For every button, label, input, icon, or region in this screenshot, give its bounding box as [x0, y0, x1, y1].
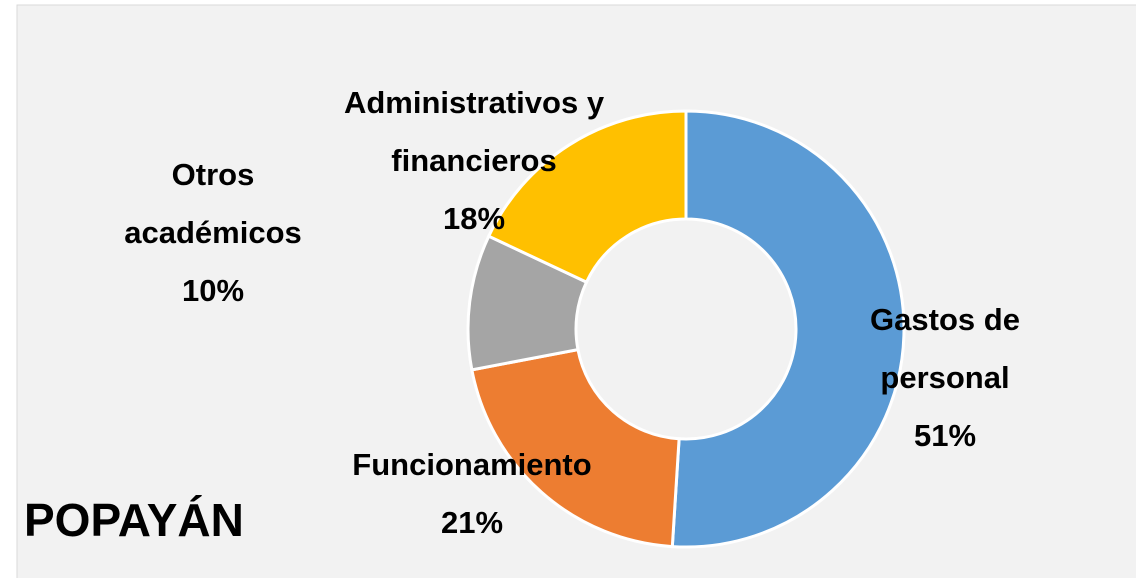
category-label: Administrativos y financieros — [343, 85, 605, 178]
category-label: Funcionamiento — [352, 447, 592, 482]
value-label: 21% — [440, 505, 504, 540]
data-label: Administrativos y financieros 18% — [294, 74, 654, 248]
value-label: 10% — [181, 273, 245, 308]
donut-slice — [470, 347, 681, 549]
annotation: POPAYÁN — [24, 494, 244, 546]
data-label: Funcionamiento 21% — [292, 436, 652, 552]
donut-slice — [670, 109, 906, 549]
category-label: Gastos de personal — [870, 302, 1020, 395]
value-label: 18% — [442, 201, 506, 236]
data-label: Otros académicos 10% — [103, 146, 323, 320]
category-label: Otros académicos — [124, 157, 302, 250]
donut-slice — [486, 109, 688, 285]
data-label: Gastos de personal 51% — [835, 291, 1055, 465]
value-label: 51% — [913, 418, 977, 453]
